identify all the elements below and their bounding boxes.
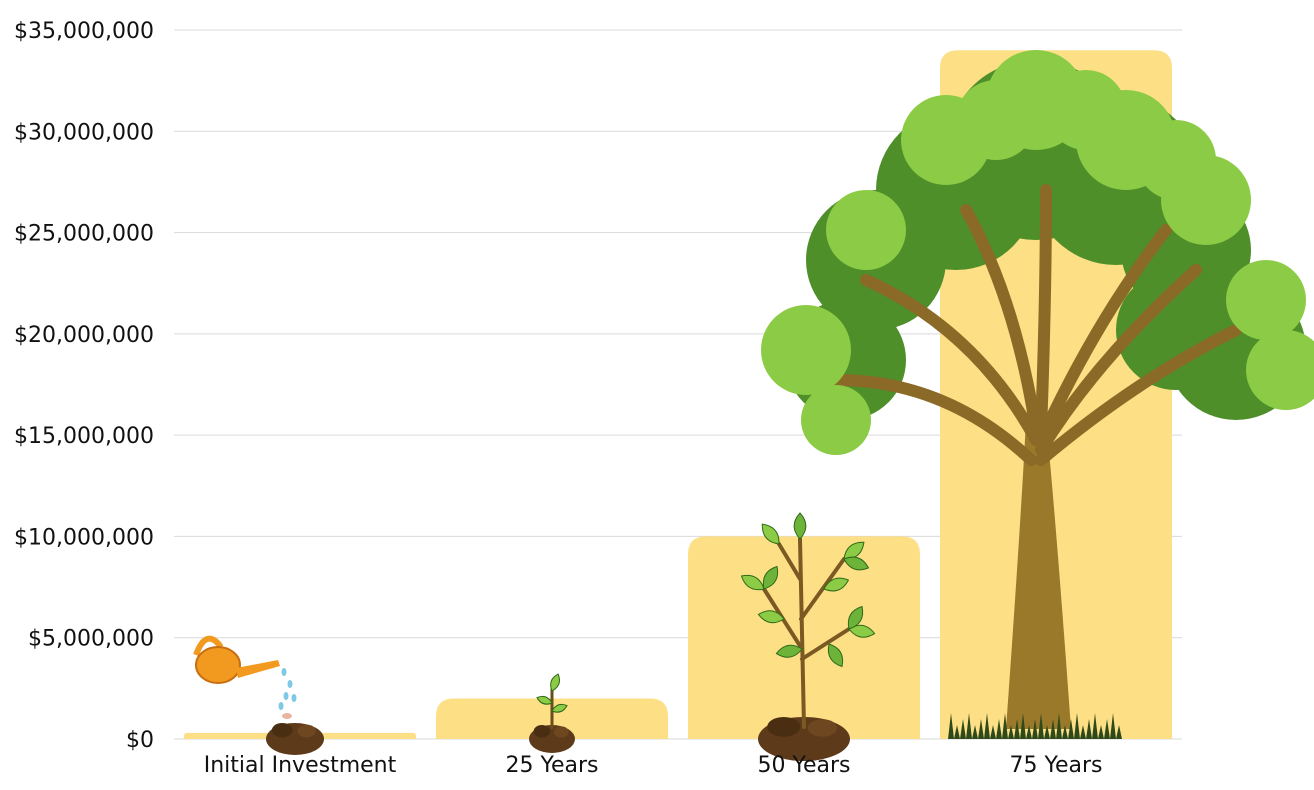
category-labels: Initial Investment 25 Years 50 Years 75 Yea… [204, 753, 1103, 778]
watering-can-icon [193, 635, 324, 755]
category-label: 75 Years [1009, 753, 1102, 778]
tree-branch [960, 204, 1042, 436]
y-tick-label: $20,000,000 [14, 323, 154, 348]
bar-illustrations [193, 50, 1314, 761]
y-tick-label: $0 [126, 728, 154, 753]
tree-icon [761, 50, 1314, 739]
soil-mound [529, 725, 575, 753]
y-tick-label: $25,000,000 [14, 222, 154, 247]
leaf [847, 605, 864, 630]
y-tick-label: $15,000,000 [14, 424, 154, 449]
leaf [550, 673, 560, 692]
leaf [827, 643, 844, 668]
tree-branch [1035, 264, 1202, 456]
sapling-icon [740, 512, 876, 761]
leaf [551, 703, 568, 713]
leaf [536, 695, 553, 705]
category-label: 25 Years [505, 753, 598, 778]
sprout-icon [529, 673, 575, 753]
leaf [761, 523, 780, 545]
soil-mound [266, 723, 324, 755]
leaf [793, 512, 807, 540]
tree-branch [830, 374, 1037, 466]
leaf [775, 644, 803, 658]
leaf [762, 565, 779, 590]
gridlines [174, 29, 1182, 740]
leaf [843, 556, 870, 571]
grass [948, 713, 1122, 739]
tree-branch [1035, 224, 1172, 446]
tree-branch [1035, 324, 1242, 466]
y-axis-tick-labels: $0 $5,000,000 $10,000,000 $15,000,000 $20,00… [14, 19, 154, 753]
leaf [823, 577, 850, 592]
y-tick-label: $35,000,000 [14, 19, 154, 44]
category-label: 50 Years [757, 753, 850, 778]
soil-mound [758, 717, 850, 761]
y-tick-label: $30,000,000 [14, 120, 154, 145]
leaf [848, 624, 876, 638]
leaf [740, 574, 765, 591]
y-tick-label: $5,000,000 [28, 627, 154, 652]
tree-branch [1035, 184, 1052, 436]
y-tick-label: $10,000,000 [14, 525, 154, 550]
tree-trunk [1006, 420, 1071, 729]
tree-branch [860, 274, 1042, 446]
category-label: Initial Investment [204, 753, 397, 778]
leaf [757, 610, 785, 624]
